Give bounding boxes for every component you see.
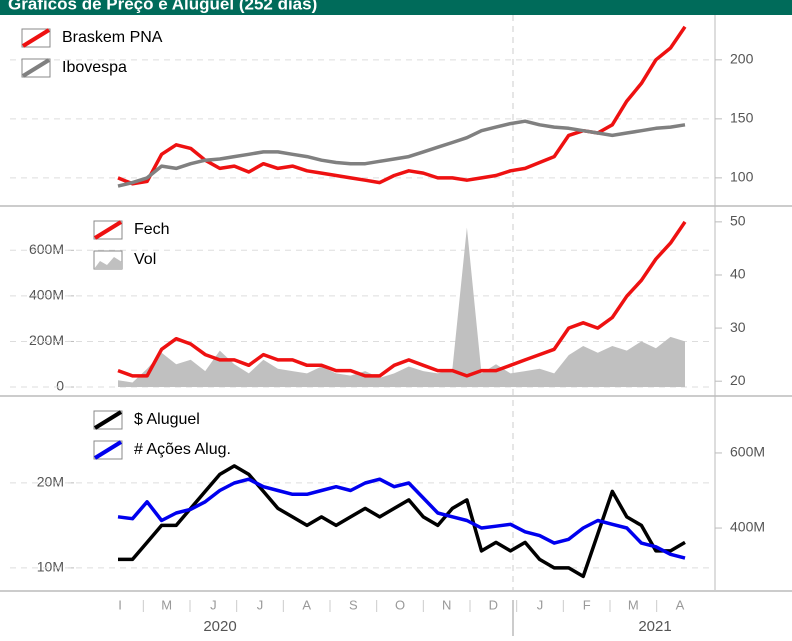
legend-icon-line: [93, 410, 123, 430]
x-tick-label: S: [349, 597, 358, 612]
x-tick-label: I: [118, 597, 122, 612]
x-tick-label: O: [395, 597, 405, 612]
plot-area: [117, 464, 686, 579]
area-series: [118, 227, 685, 388]
legend-label: $ Aluguel: [134, 411, 200, 428]
y2-tick-label: 20: [730, 372, 746, 388]
y2-tick-label: 150: [730, 110, 754, 126]
y2-tick-label: 40: [730, 266, 746, 282]
x-tick-label: A: [676, 597, 685, 612]
legend-label: Braskem PNA: [62, 29, 163, 46]
legend-label: Vol: [134, 251, 156, 268]
y-tick-label: 10M: [37, 559, 64, 575]
y-tick-label: 0: [56, 378, 64, 394]
y-tick-label: 600M: [29, 241, 64, 257]
y2-tick-label: 100: [730, 169, 754, 185]
line-series: [117, 477, 686, 560]
legend-label: Ibovespa: [62, 59, 127, 76]
x-tick-label: M: [628, 597, 639, 612]
title-bar: [0, 0, 792, 15]
legend-icon-line: [21, 28, 51, 48]
legend-icon-line: [93, 220, 123, 240]
x-tick-label: F: [583, 597, 591, 612]
plot-area: [117, 220, 687, 388]
y-tick-label: 200M: [29, 332, 64, 348]
legend-icon-area: [94, 257, 122, 269]
x-year-label: 2021: [638, 618, 671, 635]
x-tick-label: D: [489, 597, 498, 612]
x-year-label: 2020: [203, 618, 236, 635]
y2-tick-label: 30: [730, 319, 746, 335]
y2-tick-label: 50: [730, 213, 746, 229]
y2-tick-label: 200: [730, 51, 754, 67]
x-tick-label: M: [161, 597, 172, 612]
line-series: [117, 220, 687, 378]
x-tick-label: J: [537, 597, 544, 612]
y-tick-label: 20M: [37, 474, 64, 490]
y2-tick-label: 400M: [730, 519, 765, 535]
y-tick-label: 400M: [29, 287, 64, 303]
plot-area: [117, 25, 687, 188]
x-tick-label: N: [442, 597, 451, 612]
line-series: [118, 464, 686, 579]
legend-icon-line: [21, 58, 51, 78]
legend-label: Fech: [134, 221, 170, 238]
x-tick-label: J: [257, 597, 264, 612]
line-series: [117, 119, 686, 188]
page-title: Gráficos de Preço e Aluguel (252 dias): [8, 0, 317, 13]
y2-tick-label: 600M: [730, 444, 765, 460]
x-tick-label: J: [210, 597, 217, 612]
legend-icon-line: [93, 440, 123, 460]
x-tick-label: A: [302, 597, 311, 612]
legend-label: # Ações Alug.: [134, 441, 231, 458]
